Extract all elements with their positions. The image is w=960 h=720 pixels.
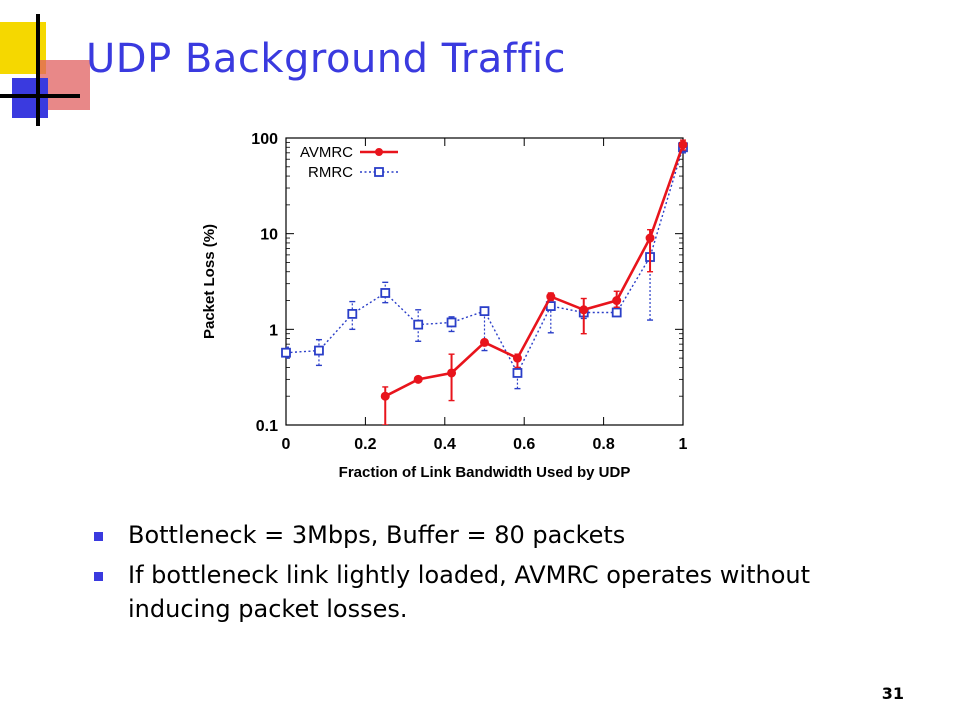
avmrc-data-point (678, 140, 688, 150)
bullet-text: If bottleneck link lightly loaded, AVMRC… (128, 561, 811, 623)
y-tick-label: 1 (269, 322, 278, 339)
y-axis-label: Packet Loss (%) (201, 224, 218, 339)
y-tick-label: 0.1 (256, 418, 278, 435)
rmrc-data-point (413, 319, 424, 330)
corner-decoration (0, 14, 90, 126)
x-tick-label: 0 (282, 436, 291, 453)
x-tick-label: 0.4 (434, 436, 456, 453)
rmrc-data-point (347, 308, 358, 319)
x-tick-label: 1 (679, 436, 688, 453)
rmrc-legend-marker (374, 167, 384, 177)
rmrc-data-point (281, 347, 291, 358)
plot-frame (285, 137, 684, 426)
packet-loss-chart: 0.1 1 10 100 0 0.2 0.4 0.6 0.8 1 Fraction of Link … (201, 131, 688, 481)
rmrc-data-point (446, 317, 457, 328)
avmrc-data-point (612, 296, 622, 306)
bullet-text: Bottleneck = 3Mbps, Buffer = 80 packets (128, 521, 626, 549)
rmrc-error-bar (382, 281, 389, 304)
avmrc-legend-label: AVMRC (300, 144, 353, 161)
avmrc-data-point (512, 353, 522, 363)
rmrc-data-point (314, 345, 324, 356)
rmrc-error-bar (286, 346, 289, 359)
bullet-item: Bottleneck = 3Mbps, Buffer = 80 packets (90, 518, 920, 552)
avmrc-data-point (645, 233, 655, 243)
avmrc-legend-marker (375, 148, 383, 156)
rmrc-data-point (611, 307, 622, 318)
x-tick-label: 0.6 (513, 436, 535, 453)
rmrc-data-point (380, 288, 391, 298)
y-tick-label: 100 (251, 131, 278, 148)
avmrc-error-bar (580, 297, 587, 335)
avmrc-data-point (579, 305, 589, 315)
avmrc-data-point (546, 292, 556, 302)
x-tick-label: 0.2 (354, 436, 376, 453)
avmrc-series-line (384, 144, 685, 398)
bullet-marker (94, 532, 103, 541)
bullet-list: Bottleneck = 3Mbps, Buffer = 80 packets … (90, 518, 920, 632)
slide-title: UDP Background Traffic (86, 36, 567, 82)
avmrc-data-point (447, 368, 457, 378)
bullet-item: If bottleneck link lightly loaded, AVMRC… (90, 558, 920, 626)
x-tick-label: 0.8 (592, 436, 614, 453)
avmrc-data-point (380, 391, 390, 401)
rmrc-error-bar (415, 309, 422, 342)
bullet-marker (94, 572, 103, 581)
avmrc-data-point (413, 374, 423, 384)
rmrc-data-point (512, 368, 523, 378)
rmrc-data-point (479, 306, 490, 317)
avmrc-data-point (480, 337, 489, 347)
y-tick-label: 10 (260, 227, 278, 244)
rmrc-legend-label: RMRC (308, 164, 353, 181)
x-axis-label: Fraction of Link Bandwidth Used by UDP (339, 464, 631, 481)
slide-number: 31 (881, 684, 904, 703)
